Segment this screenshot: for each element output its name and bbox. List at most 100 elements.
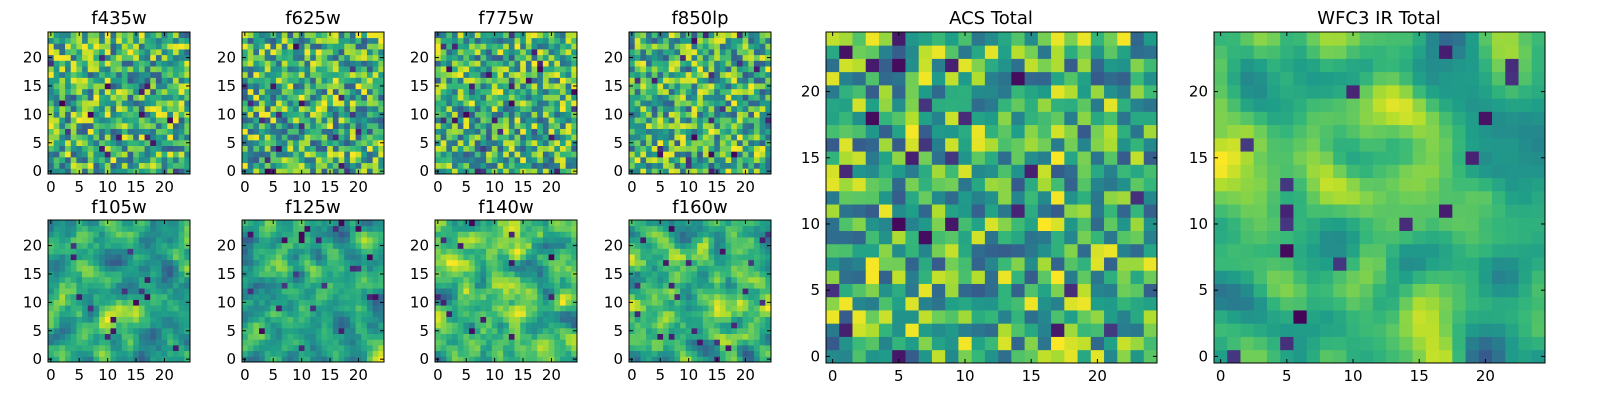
heatmap-cell bbox=[736, 305, 743, 312]
heatmap-cell bbox=[708, 327, 715, 334]
heatmap-cell bbox=[344, 225, 351, 232]
heatmap-cell bbox=[315, 145, 322, 152]
heatmap-cell bbox=[497, 100, 504, 107]
heatmap-cell bbox=[491, 299, 498, 306]
heatmap-cell bbox=[440, 265, 447, 272]
heatmap-cell bbox=[640, 322, 647, 329]
heatmap-cell bbox=[344, 139, 351, 146]
heatmap-cell bbox=[685, 333, 692, 340]
heatmap-cell bbox=[657, 105, 664, 112]
heatmap-cell bbox=[708, 32, 715, 39]
y-tick-label: 10 bbox=[410, 105, 429, 123]
heatmap-cell bbox=[242, 248, 249, 255]
heatmap-cell bbox=[298, 105, 305, 112]
heatmap-cell bbox=[259, 111, 266, 118]
heatmap-cell bbox=[242, 225, 249, 232]
heatmap-cell bbox=[435, 100, 442, 107]
heatmap-cell bbox=[70, 139, 77, 146]
heatmap-cell bbox=[646, 156, 653, 164]
heatmap-cell bbox=[104, 88, 111, 95]
heatmap-cell bbox=[474, 344, 481, 352]
heatmap-cell bbox=[491, 117, 498, 124]
heatmap-cell bbox=[452, 293, 459, 300]
heatmap-cell bbox=[463, 276, 470, 283]
heatmap-cell bbox=[259, 305, 266, 312]
heatmap-cell bbox=[138, 54, 145, 61]
heatmap-cell bbox=[497, 333, 504, 340]
heatmap-cell bbox=[270, 293, 277, 300]
heatmap-cell bbox=[634, 293, 641, 300]
heatmap-cell bbox=[452, 105, 459, 112]
heatmap-cell bbox=[685, 327, 692, 334]
heatmap-cell bbox=[531, 254, 538, 261]
heatmap-cell bbox=[327, 310, 334, 317]
heatmap-cell bbox=[70, 225, 77, 232]
heatmap-cell bbox=[446, 134, 453, 141]
heatmap-cell bbox=[725, 88, 732, 95]
heatmap-cell bbox=[559, 276, 567, 283]
y-tick-label: 5 bbox=[419, 134, 429, 152]
heatmap-cell bbox=[366, 60, 374, 67]
heatmap-cell bbox=[82, 105, 89, 112]
heatmap-cell bbox=[276, 344, 283, 352]
heatmap-cell bbox=[321, 242, 328, 249]
heatmap-cell bbox=[759, 77, 766, 84]
heatmap-cell bbox=[372, 310, 379, 317]
heatmap-cell bbox=[293, 37, 300, 44]
heatmap-cell bbox=[491, 231, 498, 238]
heatmap-cell bbox=[742, 139, 749, 146]
heatmap-cell bbox=[104, 276, 111, 283]
heatmap-cell bbox=[110, 83, 117, 90]
heatmap-cell bbox=[344, 117, 351, 124]
heatmap-cell bbox=[321, 37, 328, 44]
heatmap-cell bbox=[355, 288, 362, 295]
heatmap-cell bbox=[264, 242, 271, 249]
heatmap-cell bbox=[82, 344, 89, 352]
heatmap-cell bbox=[93, 242, 100, 249]
heatmap-cell bbox=[565, 162, 572, 169]
heatmap-cell bbox=[93, 122, 100, 129]
heatmap-cell bbox=[116, 162, 123, 169]
heatmap-cell bbox=[155, 356, 162, 363]
heatmap-cell bbox=[542, 327, 549, 334]
heatmap-cell bbox=[310, 43, 317, 50]
heatmap-cell bbox=[76, 156, 83, 164]
heatmap-cell bbox=[247, 168, 254, 175]
heatmap-cell bbox=[242, 145, 249, 152]
heatmap-cell bbox=[264, 276, 271, 283]
heatmap-cell bbox=[508, 350, 515, 357]
heatmap-cell bbox=[486, 288, 493, 295]
heatmap-cell bbox=[765, 151, 772, 158]
heatmap-cell bbox=[674, 71, 681, 78]
heatmap-cell bbox=[76, 71, 83, 78]
heatmap-cells bbox=[48, 220, 191, 363]
heatmap-cell bbox=[259, 327, 266, 334]
heatmap-cell bbox=[59, 254, 66, 261]
heatmap-cell bbox=[668, 145, 675, 152]
heatmap-cell bbox=[161, 350, 168, 357]
heatmap-cell bbox=[304, 66, 311, 73]
x-tick-label: 15 bbox=[126, 366, 145, 384]
heatmap-cell bbox=[344, 322, 351, 329]
heatmap-cell bbox=[663, 88, 670, 95]
heatmap-cell bbox=[48, 231, 55, 238]
heatmap-cell bbox=[366, 333, 374, 340]
heatmap-cell bbox=[65, 83, 72, 90]
heatmap-cell bbox=[463, 271, 470, 278]
heatmap-cell bbox=[514, 237, 521, 244]
heatmap-cell bbox=[435, 265, 442, 272]
heatmap-cell bbox=[668, 288, 675, 295]
heatmap-cell bbox=[259, 88, 266, 95]
heatmap-cell bbox=[372, 322, 379, 329]
heatmap-cell bbox=[474, 316, 481, 323]
heatmap-cell bbox=[753, 71, 761, 78]
heatmap-cell bbox=[161, 111, 168, 118]
heatmap-cell bbox=[691, 316, 698, 323]
heatmap-cell bbox=[349, 327, 356, 334]
heatmap-cell bbox=[731, 128, 738, 135]
heatmap-cell bbox=[491, 66, 498, 73]
heatmap-cell bbox=[155, 327, 162, 334]
heatmap-cell bbox=[315, 299, 322, 306]
heatmap-cell bbox=[349, 299, 356, 306]
heatmap-cell bbox=[697, 60, 704, 67]
